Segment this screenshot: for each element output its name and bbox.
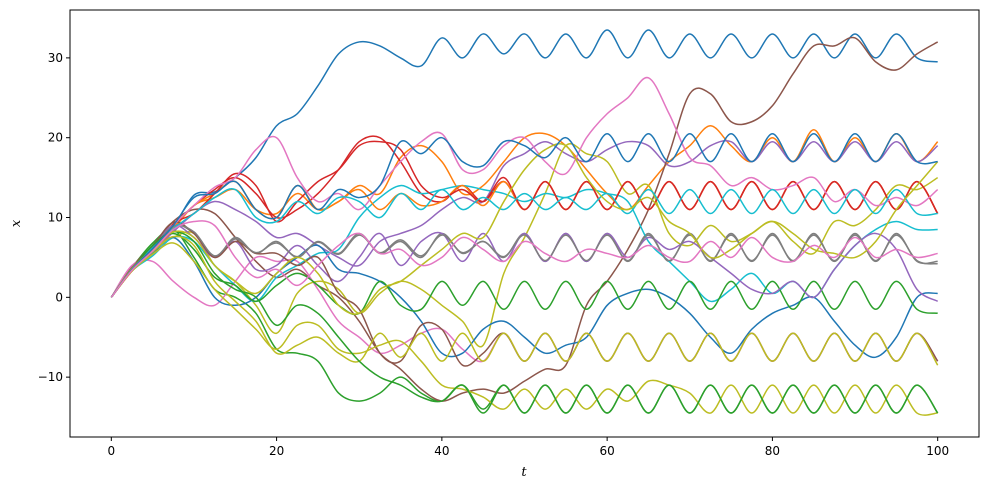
series-line-19 [110, 235, 939, 366]
series-line-25 [110, 220, 938, 298]
y-tick-label: 20 [48, 131, 63, 145]
x-tick-label: 20 [269, 444, 284, 458]
x-tick-label: 100 [926, 444, 949, 458]
series-line-1 [110, 29, 938, 298]
series-line-22 [110, 231, 939, 414]
series-line-17 [110, 76, 939, 298]
x-axis: 0 20 40 60 80 100 [107, 437, 949, 458]
x-tick-label: 40 [434, 444, 449, 458]
series-line-23 [110, 143, 939, 315]
x-axis-label: t [521, 465, 527, 480]
series-line-18 [110, 224, 938, 298]
y-tick-label: −10 [38, 370, 63, 384]
x-tick-label: 0 [107, 444, 115, 458]
y-tick-label: 0 [55, 290, 63, 304]
series-line-13 [110, 232, 938, 316]
series-line-15 [110, 224, 939, 302]
series-line-5 [110, 139, 939, 298]
y-axis-label: x [9, 219, 24, 227]
series-layer [110, 29, 939, 416]
y-tick-label: 30 [48, 51, 63, 65]
series-line-21 [110, 242, 938, 416]
y-axis: −10 0 10 20 30 [38, 51, 70, 384]
plot-frame [69, 9, 980, 438]
series-line-24 [110, 132, 938, 298]
x-tick-label: 80 [765, 444, 780, 458]
x-tick-label: 60 [599, 444, 614, 458]
y-tick-label: 10 [48, 211, 63, 225]
series-line-14 [110, 140, 939, 298]
series-line-6 [110, 36, 939, 402]
series-line-20 [110, 188, 938, 298]
